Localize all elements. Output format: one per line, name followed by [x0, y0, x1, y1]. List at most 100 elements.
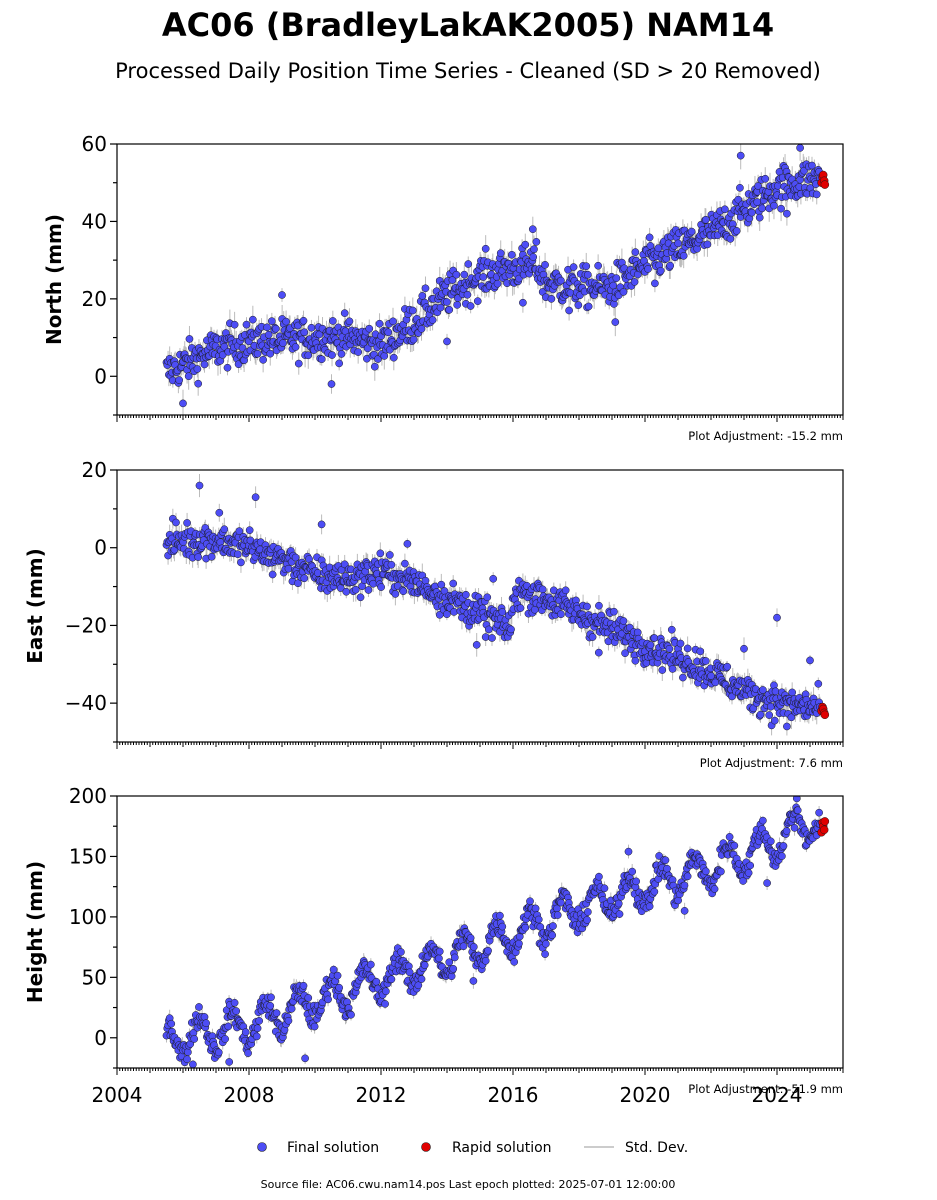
final-point: [507, 250, 516, 259]
final-point: [185, 335, 194, 343]
final-point: [448, 276, 457, 284]
final-point: [788, 688, 797, 697]
final-point: [215, 508, 224, 517]
final-point: [758, 204, 766, 213]
final-point: [409, 335, 418, 344]
final-point: [812, 190, 821, 199]
final-point: [267, 317, 276, 325]
rapid-point: [820, 710, 830, 720]
final-point: [300, 328, 309, 337]
final-point: [646, 641, 655, 649]
final-point: [374, 355, 382, 363]
final-point: [595, 601, 603, 610]
final-point: [194, 553, 203, 561]
final-point: [770, 201, 778, 210]
final-point: [703, 240, 712, 249]
final-point: [529, 253, 538, 261]
y-tick-label: 20: [82, 458, 107, 482]
final-point: [200, 360, 209, 369]
final-point: [702, 215, 710, 224]
final-point: [327, 380, 336, 388]
final-point: [214, 1048, 223, 1057]
final-point: [237, 558, 245, 567]
final-point: [365, 324, 374, 333]
chart-subtitle: Processed Daily Position Time Series - C…: [115, 59, 821, 83]
final-point: [707, 672, 715, 680]
final-point: [452, 270, 461, 279]
final-point: [583, 270, 592, 279]
final-point: [202, 1019, 210, 1028]
final-point: [195, 1003, 203, 1011]
final-point: [530, 245, 538, 254]
final-point: [583, 602, 591, 611]
final-point: [294, 579, 302, 588]
final-point: [232, 1007, 241, 1015]
final-point: [335, 359, 344, 368]
final-point: [356, 593, 365, 602]
final-point: [814, 679, 823, 688]
final-point: [387, 560, 396, 569]
final-point: [172, 518, 180, 527]
final-point: [732, 227, 741, 235]
final-point: [765, 711, 774, 719]
final-point: [380, 352, 389, 360]
final-point: [464, 260, 473, 268]
final-point: [340, 560, 349, 569]
final-point: [771, 687, 780, 696]
final-point: [220, 342, 229, 351]
final-point: [787, 713, 796, 722]
final-point: [401, 559, 409, 568]
final-point: [284, 564, 293, 573]
final-point: [363, 344, 372, 353]
final-point: [496, 249, 505, 258]
final-point: [702, 657, 710, 665]
final-point: [679, 673, 687, 682]
final-point: [462, 590, 470, 599]
final-point: [328, 351, 336, 359]
final-point: [268, 570, 277, 579]
final-point: [472, 641, 481, 649]
final-point: [736, 151, 745, 160]
final-point: [184, 1048, 192, 1057]
final-point: [489, 574, 498, 583]
final-point: [340, 309, 349, 317]
final-point: [175, 376, 184, 384]
final-point: [291, 553, 300, 562]
final-point: [665, 644, 674, 653]
final-point: [399, 587, 408, 596]
final-point: [335, 983, 344, 992]
plot-adjustment-note: Plot Adjustment: -15.2 mm: [688, 429, 843, 443]
final-point: [619, 288, 628, 296]
plot-adjustment-note: Plot Adjustment: 7.6 mm: [700, 756, 843, 770]
final-point: [460, 270, 469, 279]
final-point: [565, 306, 573, 315]
final-point: [245, 526, 254, 535]
final-point: [195, 481, 204, 490]
final-point: [324, 995, 332, 1004]
final-point: [179, 399, 187, 408]
final-point: [507, 625, 515, 634]
final-point: [329, 965, 338, 974]
final-point: [248, 315, 257, 324]
final-point: [561, 586, 570, 595]
final-point: [184, 372, 193, 381]
final-point: [252, 1032, 261, 1041]
data-points-1: [162, 473, 830, 736]
final-point: [375, 319, 384, 328]
final-point: [721, 205, 729, 214]
final-point: [190, 1035, 199, 1043]
final-point: [436, 303, 445, 312]
final-point: [443, 298, 451, 306]
final-point: [594, 648, 603, 657]
final-point: [674, 239, 682, 248]
final-point: [307, 323, 316, 332]
final-point: [385, 551, 394, 559]
final-point: [532, 238, 541, 246]
y-axis-label: North (mm): [42, 214, 66, 345]
final-point: [740, 644, 748, 653]
final-point: [569, 263, 578, 271]
final-point: [796, 144, 804, 152]
rapid-point: [820, 180, 830, 189]
data-points-2: [162, 796, 830, 1068]
final-point: [389, 353, 398, 362]
